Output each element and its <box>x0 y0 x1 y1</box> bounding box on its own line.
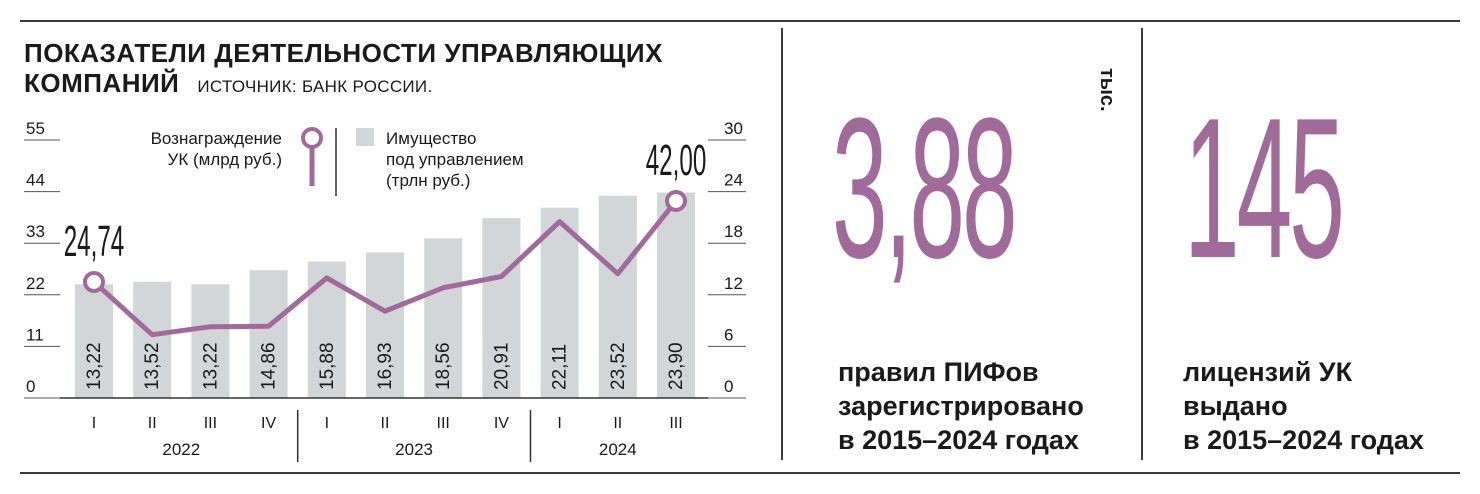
separator-stat-stat <box>1141 28 1143 460</box>
bar <box>657 192 695 398</box>
line-annotation: 42,00 <box>646 135 707 185</box>
stat-2-description: лицензий УК выдано в 2015–2024 годах <box>1183 355 1424 457</box>
bar <box>75 284 113 398</box>
chart-title-line1: ПОКАЗАТЕЛИ ДЕЯТЕЛЬНОСТИ УПРАВЛЯЮЩИХ <box>24 38 663 68</box>
category-label: II <box>148 415 157 432</box>
bar-value-label: 22,11 <box>550 344 571 390</box>
stat-1-unit: тыс. <box>1096 68 1118 112</box>
left-tick-label: 0 <box>26 377 35 396</box>
stat-2-value: 145 <box>1184 77 1345 300</box>
right-tick-label: 18 <box>724 222 743 241</box>
left-tick-label: 22 <box>26 274 45 293</box>
chart-title-line2: КОМПАНИЙ <box>24 68 180 98</box>
bar-value-label: 13,22 <box>200 342 221 390</box>
legend-marker-sample <box>301 127 323 149</box>
line-marker <box>665 189 687 212</box>
chart-title: ПОКАЗАТЕЛИ ДЕЯТЕЛЬНОСТИ УПРАВЛЯЮЩИХ КОМП… <box>24 38 663 102</box>
right-tick-label: 6 <box>724 325 733 344</box>
bar-value-label: 14,86 <box>259 342 280 390</box>
stat-2-line: выдано <box>1183 391 1288 421</box>
category-label: IV <box>261 415 276 432</box>
legend-bar-label: (трлн руб.) <box>386 171 470 190</box>
legend-line-label: Вознаграждение <box>151 129 282 148</box>
bar-value-label: 16,93 <box>375 342 396 390</box>
year-label: 2022 <box>162 440 200 459</box>
bar <box>540 207 579 398</box>
stat-1-value: 3,88 <box>832 77 1018 300</box>
legend-bar-swatch <box>356 128 374 146</box>
year-label: 2023 <box>395 440 433 459</box>
line-annotation: 24,74 <box>64 216 125 266</box>
bar <box>424 238 463 398</box>
bar-value-label: 23,90 <box>666 342 687 390</box>
legend-bar-label: под управлением <box>386 150 524 169</box>
line-marker <box>83 270 105 293</box>
category-label: I <box>557 415 561 432</box>
left-tick-label: 11 <box>26 325 44 344</box>
right-tick-label: 24 <box>724 171 743 190</box>
category-label: III <box>204 415 217 432</box>
bar-value-label: 13,52 <box>142 342 163 390</box>
year-label: 2024 <box>599 440 637 459</box>
bar-value-label: 20,91 <box>491 342 512 390</box>
right-tick-label: 0 <box>724 377 733 396</box>
combo-chart: 55 44 33 22 11 0 30 24 18 12 6 0 13,22 13,52 13,22 14,8… <box>24 119 746 462</box>
stat-1-description: правил ПИФов зарегистрировано в 2015–202… <box>838 355 1084 457</box>
bar <box>133 281 172 398</box>
category-label: III <box>669 415 682 432</box>
category-label: IV <box>494 415 509 432</box>
legend-line-label: УК (млрд руб.) <box>168 150 282 169</box>
left-tick-label: 33 <box>26 222 45 241</box>
bar <box>191 284 230 398</box>
line-series <box>92 199 678 338</box>
separator-chart-stat <box>781 28 783 460</box>
left-tick-label: 55 <box>26 119 45 138</box>
bar-value-label: 15,88 <box>317 342 338 390</box>
bar <box>249 270 288 398</box>
category-label: II <box>613 415 622 432</box>
stat-1-line: правил ПИФов <box>838 357 1039 387</box>
left-tick-label: 44 <box>26 171 45 190</box>
stat-1-line: зарегистрировано <box>838 391 1084 421</box>
stat-1-line: в 2015–2024 годах <box>838 425 1079 455</box>
stat-2-line: в 2015–2024 годах <box>1183 425 1424 455</box>
category-label: I <box>325 415 329 432</box>
bar-value-label: 23,52 <box>608 342 629 390</box>
bar <box>598 195 637 398</box>
bottom-rule <box>20 472 1460 474</box>
category-label: II <box>381 415 390 432</box>
bar-value-label: 18,56 <box>433 342 454 390</box>
chart-source: ИСТОЧНИК: БАНК РОССИИ. <box>197 77 433 96</box>
category-label: III <box>437 415 450 432</box>
stat-2-line: лицензий УК <box>1183 357 1353 387</box>
category-label: I <box>92 415 96 432</box>
right-tick-label: 30 <box>724 119 743 138</box>
right-tick-label: 12 <box>724 274 743 293</box>
bar-value-label: 13,22 <box>84 342 105 390</box>
bar <box>482 218 521 398</box>
legend-bar-label: Имущество <box>386 129 476 148</box>
top-rule <box>20 20 1460 22</box>
bar <box>366 252 404 398</box>
